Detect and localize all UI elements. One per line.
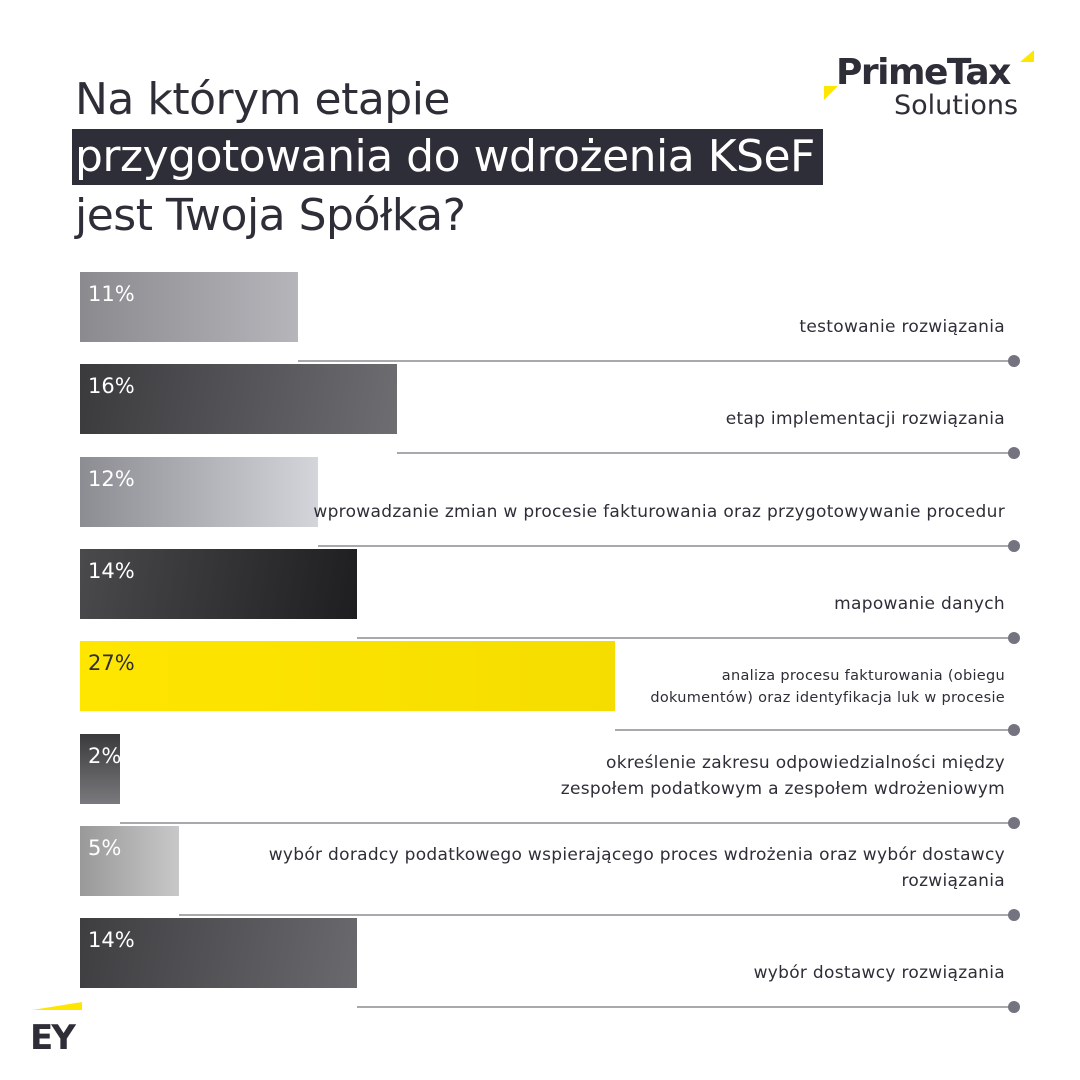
category-label: etap implementacji rozwiązania bbox=[725, 409, 1005, 430]
bar-row: 2% określenie zakresu odpowiedzialności m… bbox=[80, 733, 1020, 829]
bar-baseline bbox=[357, 1006, 1014, 1009]
bar-baseline bbox=[120, 821, 1014, 824]
logo-primetax-text: PrimeTax bbox=[836, 52, 1011, 93]
baseline-end-dot-icon bbox=[1008, 724, 1020, 737]
bar-value-label: 2% bbox=[88, 743, 122, 768]
bar-baseline bbox=[357, 636, 1014, 639]
ey-logo: EY bbox=[28, 1002, 88, 1062]
bar-baseline bbox=[317, 544, 1014, 547]
bar-baseline bbox=[179, 913, 1014, 916]
logo-accent-left-icon bbox=[824, 86, 838, 100]
bar-row: 14% wybór dostawcy rozwiązania bbox=[80, 918, 1020, 1014]
bar: 11% bbox=[80, 272, 298, 342]
bar-row: 27% analiza procesu fakturowania (obiegu … bbox=[80, 641, 1020, 737]
category-label: wybór dostawcy rozwiązania bbox=[753, 963, 1005, 984]
category-label: testowanie rozwiązania bbox=[799, 317, 1005, 337]
category-label: wybór doradcy podatkowego wspierającego … bbox=[268, 844, 1005, 891]
bar: 12% bbox=[80, 456, 318, 527]
bar-value-label: 11% bbox=[88, 282, 135, 306]
baseline-end-dot-icon bbox=[1008, 447, 1020, 460]
ey-logo-text: EY bbox=[30, 1018, 76, 1058]
baseline-end-dot-icon bbox=[1008, 1001, 1020, 1014]
bar-value-label: 5% bbox=[88, 835, 122, 860]
bar-baseline bbox=[397, 452, 1014, 455]
primetax-logo: PrimeTax Solutions bbox=[820, 48, 1040, 128]
bar-baseline bbox=[615, 729, 1014, 732]
bar-value-label: 27% bbox=[88, 651, 135, 676]
baseline-end-dot-icon bbox=[1008, 816, 1020, 829]
title-line-1: Na którym etapie bbox=[75, 74, 451, 125]
title-line-3: jest Twoja Spółka? bbox=[75, 190, 466, 241]
bar: 2% bbox=[80, 733, 122, 804]
bar-row: 14% mapowanie danych bbox=[80, 548, 1020, 644]
bar: 5% bbox=[80, 825, 180, 896]
title-line-2-highlighted: przygotowania do wdrożenia KSeF bbox=[72, 129, 823, 185]
bar-value-label: 14% bbox=[88, 928, 135, 953]
bar-row: 16% etap implementacji rozwiązania bbox=[80, 364, 1020, 460]
baseline-end-dot-icon bbox=[1008, 539, 1020, 552]
logo-solutions-text: Solutions bbox=[894, 90, 1019, 121]
category-label: wprowadzanie zmian w procesie fakturowan… bbox=[313, 501, 1005, 522]
bar-value-label: 14% bbox=[88, 558, 135, 583]
bar: 16% bbox=[80, 364, 398, 435]
bar-row: 11% testowanie rozwiązania bbox=[80, 272, 1020, 367]
bar: 27% bbox=[80, 641, 615, 712]
category-label: określenie zakresu odpowiedzialności mię… bbox=[560, 752, 1005, 799]
bar: 14% bbox=[80, 548, 358, 619]
baseline-end-dot-icon bbox=[1008, 908, 1020, 921]
logo-accent-right-icon bbox=[1020, 50, 1034, 62]
bar-row: 12% wprowadzanie zmian w procesie fakturo… bbox=[80, 456, 1020, 552]
category-label: mapowanie danych bbox=[834, 593, 1005, 614]
ey-beam-icon bbox=[32, 1002, 82, 1010]
bar-baseline bbox=[297, 360, 1014, 362]
category-label: analiza procesu fakturowania (obiegu dok… bbox=[650, 668, 1005, 707]
baseline-end-dot-icon bbox=[1008, 631, 1020, 644]
bar-value-label: 12% bbox=[88, 466, 135, 491]
bar: 14% bbox=[80, 918, 358, 989]
bar-row: 5% wybór doradcy podatkowego wspierająceg… bbox=[80, 825, 1020, 921]
bar-value-label: 16% bbox=[88, 374, 135, 399]
baseline-end-dot-icon bbox=[1008, 355, 1020, 367]
